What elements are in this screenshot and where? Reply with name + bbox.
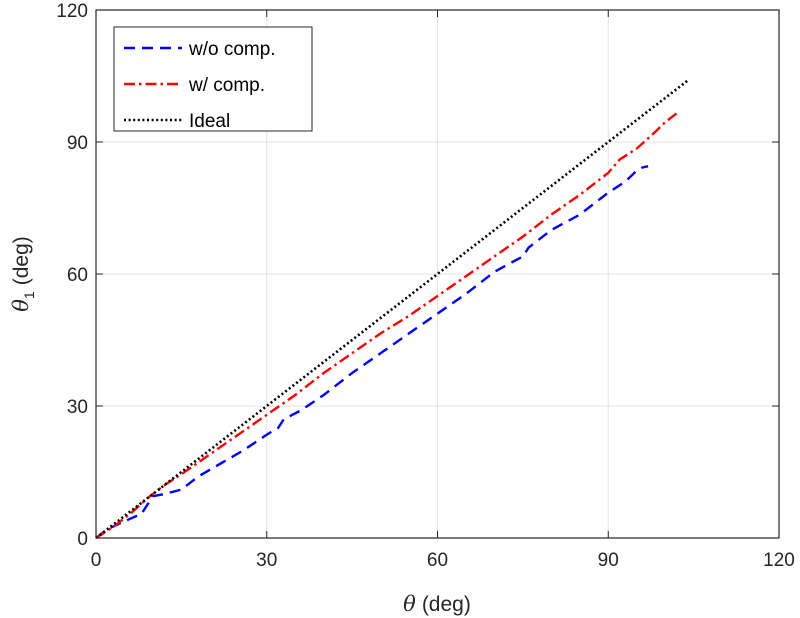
tick-marks xyxy=(95,9,780,539)
x-tick-label: 30 xyxy=(256,550,277,571)
y-tick-label: 90 xyxy=(67,133,88,154)
y-tick-label: 30 xyxy=(67,397,88,418)
series-line-ideal xyxy=(95,79,689,540)
x-axis-unit: (deg) xyxy=(422,593,471,616)
y-axis-subscript: 1 xyxy=(21,291,37,299)
y-tick-label: 60 xyxy=(67,265,88,286)
series-line-w-o-comp xyxy=(95,165,649,539)
tick-labels: 0 30 60 90 120 0 30 60 90 120 xyxy=(56,1,795,571)
x-tick-label: 0 xyxy=(91,550,102,571)
x-axis-symbol: θ xyxy=(403,592,416,616)
legend-box xyxy=(113,26,313,132)
legend-label-w-o-comp: w/o comp. xyxy=(188,39,276,60)
y-axis-unit: (deg) xyxy=(10,236,33,285)
y-axis-symbol: θ xyxy=(9,299,33,312)
legend-label-ideal: Ideal xyxy=(189,111,230,132)
y-tick-label: 120 xyxy=(56,1,88,22)
y-axis-title: θ1 (deg) xyxy=(9,236,37,311)
series-lines xyxy=(95,79,689,540)
legend: w/o comp. w/ comp. Ideal xyxy=(113,26,313,132)
x-axis-title: θ (deg) xyxy=(403,592,471,616)
y-tick-label: 0 xyxy=(77,529,88,550)
legend-label-w-comp: w/ comp. xyxy=(188,75,265,96)
x-tick-label: 120 xyxy=(763,550,795,571)
x-tick-label: 60 xyxy=(427,550,448,571)
x-tick-label: 90 xyxy=(598,550,619,571)
